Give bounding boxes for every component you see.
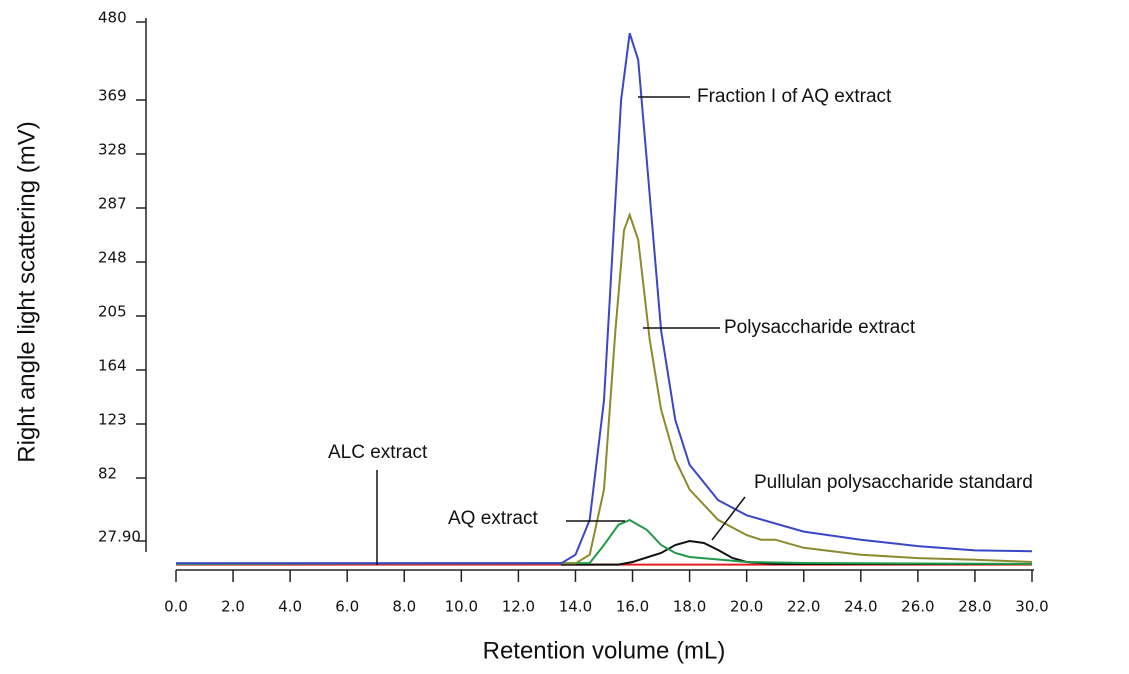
y-tick-label: 480: [98, 9, 127, 27]
y-tick-label: 248: [98, 249, 127, 267]
x-tick-label: 2.0: [221, 598, 245, 616]
y-tick-label: 205: [98, 303, 127, 321]
series-line: [176, 211, 1033, 565]
x-tick-label: 6.0: [335, 598, 359, 616]
series-line: [175, 518, 1033, 566]
x-tick-label: 20.0: [730, 598, 763, 616]
series-label: Pullulan polysaccharide standard: [754, 472, 1033, 493]
x-tick-label: 0.0: [164, 598, 188, 616]
x-tick-label: 4.0: [278, 598, 302, 616]
x-tick-label: 18.0: [673, 598, 706, 616]
x-tick-label: 8.0: [392, 598, 416, 616]
series-label: Fraction I of AQ extract: [697, 86, 892, 107]
x-tick-label: 12.0: [502, 598, 535, 616]
x-tick-label: 14.0: [559, 598, 592, 616]
series-label: Polysaccharide extract: [724, 317, 916, 338]
y-tick-label: 82: [98, 465, 117, 483]
y-tick-label: 369: [98, 87, 127, 105]
y-tick-label: 287: [98, 195, 127, 213]
series-line: [561, 539, 1032, 566]
x-axis-label: Retention volume (mL): [483, 637, 726, 664]
y-tick-label: 328: [98, 141, 127, 159]
series-label: AQ extract: [448, 508, 538, 529]
y-tick-label: 164: [98, 357, 127, 375]
x-tick-label: 30.0: [1015, 598, 1048, 616]
x-tick-label: 16.0: [616, 598, 649, 616]
series-label: ALC extract: [328, 442, 428, 463]
x-tick-label: 22.0: [787, 598, 820, 616]
x-tick-label: 26.0: [901, 598, 934, 616]
x-tick-label: 28.0: [958, 598, 991, 616]
y-tick-label: 123: [98, 411, 127, 429]
x-tick-label: 24.0: [844, 598, 877, 616]
leader-line: [711, 496, 746, 541]
y-tick-label: 27.90: [98, 528, 141, 546]
x-tick-label: 10.0: [445, 598, 478, 616]
series-line: [176, 32, 1033, 565]
y-axis-label: Right angle light scattering (mV): [13, 121, 40, 462]
